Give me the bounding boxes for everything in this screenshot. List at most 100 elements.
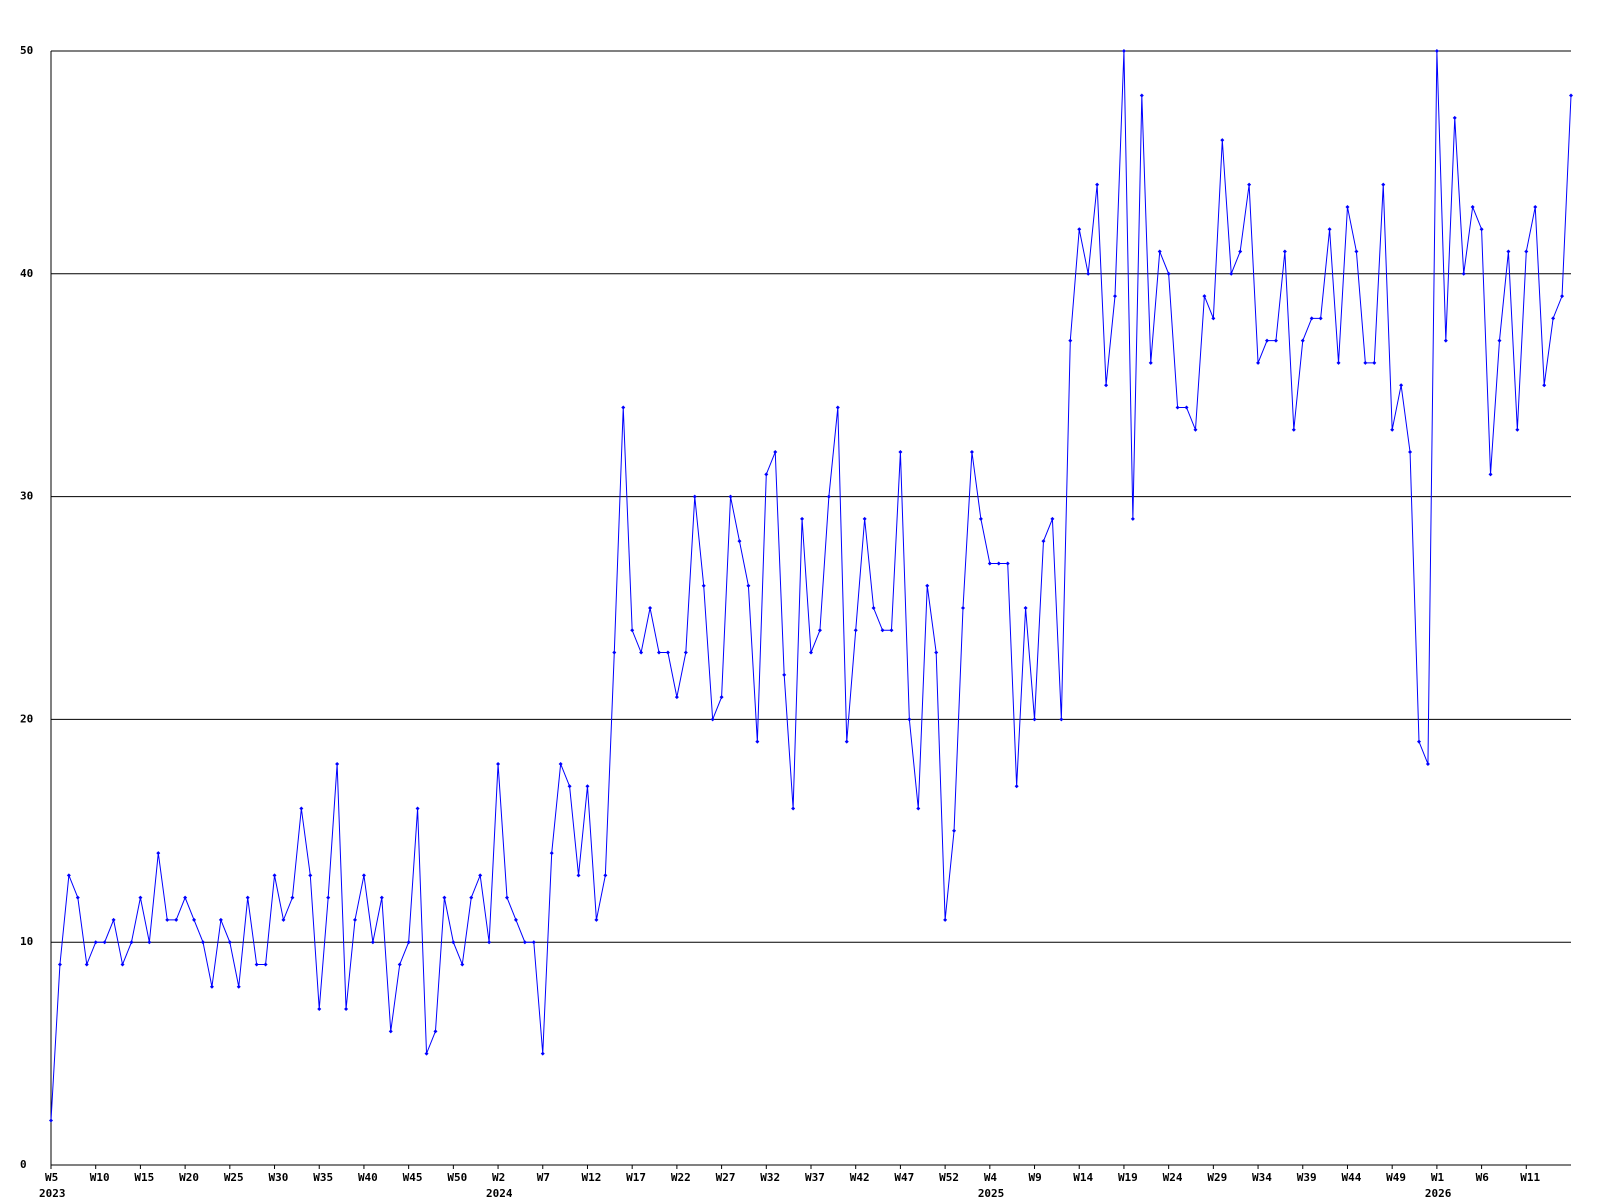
data-point	[1345, 204, 1350, 209]
data-point	[75, 895, 80, 900]
data-point	[57, 962, 62, 967]
x-tick-label: W9	[1029, 1171, 1042, 1184]
y-tick-label: 20	[20, 712, 33, 725]
x-tick-label: W7	[537, 1171, 550, 1184]
data-point	[996, 561, 1001, 566]
y-tick-label: 40	[20, 267, 33, 280]
data-point	[862, 516, 867, 521]
data-point	[317, 1007, 322, 1012]
data-point	[129, 940, 134, 945]
year-label: 2025	[978, 1187, 1005, 1200]
data-point	[1488, 472, 1493, 477]
data-point	[326, 895, 331, 900]
year-label: 2024	[486, 1187, 513, 1200]
data-point	[701, 583, 706, 588]
data-point	[1560, 294, 1565, 299]
data-point	[254, 962, 259, 967]
data-point	[227, 940, 232, 945]
data-point	[1068, 338, 1073, 343]
data-point	[1095, 182, 1100, 187]
data-point	[379, 895, 384, 900]
x-tick-label: W50	[447, 1171, 467, 1184]
data-point	[978, 516, 983, 521]
data-point	[1059, 717, 1064, 722]
data-point	[1247, 182, 1252, 187]
data-point	[755, 739, 760, 744]
data-point	[1506, 249, 1511, 254]
data-point	[469, 895, 474, 900]
x-tick-label: W47	[894, 1171, 914, 1184]
x-tick-label: W12	[581, 1171, 601, 1184]
data-point	[84, 962, 89, 967]
data-point	[594, 917, 599, 922]
data-point	[531, 940, 536, 945]
data-point	[1524, 249, 1529, 254]
data-point	[1032, 717, 1037, 722]
x-tick-label: W27	[716, 1171, 736, 1184]
data-point	[1166, 271, 1171, 276]
data-point	[1533, 204, 1538, 209]
x-tick-label: W45	[403, 1171, 423, 1184]
x-tick-label: W42	[850, 1171, 870, 1184]
data-point	[1256, 360, 1261, 365]
data-point	[907, 717, 912, 722]
data-point	[1220, 138, 1225, 143]
data-point	[1104, 383, 1109, 388]
x-tick-label: W5	[45, 1171, 58, 1184]
data-point	[1113, 294, 1117, 299]
data-point	[1569, 93, 1573, 98]
data-point	[361, 873, 366, 878]
data-point	[1336, 360, 1341, 365]
data-point	[1014, 784, 1019, 789]
data-point	[147, 940, 152, 945]
data-point	[513, 917, 518, 922]
x-tick-label: W20	[179, 1171, 199, 1184]
data-point	[183, 895, 188, 900]
data-point	[218, 917, 223, 922]
x-tick-label: W14	[1073, 1171, 1093, 1184]
data-point	[809, 650, 813, 655]
data-point	[1211, 316, 1216, 321]
data-point	[719, 695, 724, 700]
data-point	[1318, 316, 1323, 321]
data-point	[1327, 227, 1332, 232]
x-tick-label: W49	[1386, 1171, 1406, 1184]
data-point	[657, 650, 661, 655]
data-point	[272, 873, 277, 878]
data-point	[1399, 383, 1404, 388]
data-point	[93, 940, 98, 945]
data-point	[585, 784, 590, 789]
data-point	[1551, 316, 1556, 321]
data-point	[1479, 227, 1484, 232]
x-tick-label: W10	[90, 1171, 110, 1184]
x-tick-label: W15	[134, 1171, 154, 1184]
data-point	[1050, 516, 1055, 521]
data-point	[496, 761, 501, 766]
data-point	[880, 628, 885, 633]
data-point	[1005, 561, 1010, 566]
data-point	[245, 895, 250, 900]
data-point	[871, 606, 876, 610]
data-point	[1300, 338, 1305, 343]
year-label: 2026	[1425, 1187, 1452, 1200]
data-point	[916, 806, 921, 811]
data-point	[746, 583, 751, 588]
data-point	[1372, 360, 1377, 365]
x-tick-label: W44	[1341, 1171, 1361, 1184]
data-point	[683, 650, 688, 655]
x-tick-label: W19	[1118, 1171, 1138, 1184]
data-point	[889, 628, 894, 633]
x-tick-label: W40	[358, 1171, 378, 1184]
x-tick-label: W2	[492, 1171, 505, 1184]
y-tick-label: 0	[20, 1158, 27, 1171]
data-point	[800, 516, 805, 521]
data-point	[1121, 49, 1126, 53]
data-point	[952, 828, 957, 833]
data-point	[782, 672, 787, 677]
data-point	[630, 628, 635, 633]
data-point	[603, 873, 608, 878]
data-point	[424, 1051, 429, 1056]
data-point	[1497, 338, 1502, 343]
data-point	[1023, 606, 1028, 610]
data-point	[451, 940, 456, 945]
